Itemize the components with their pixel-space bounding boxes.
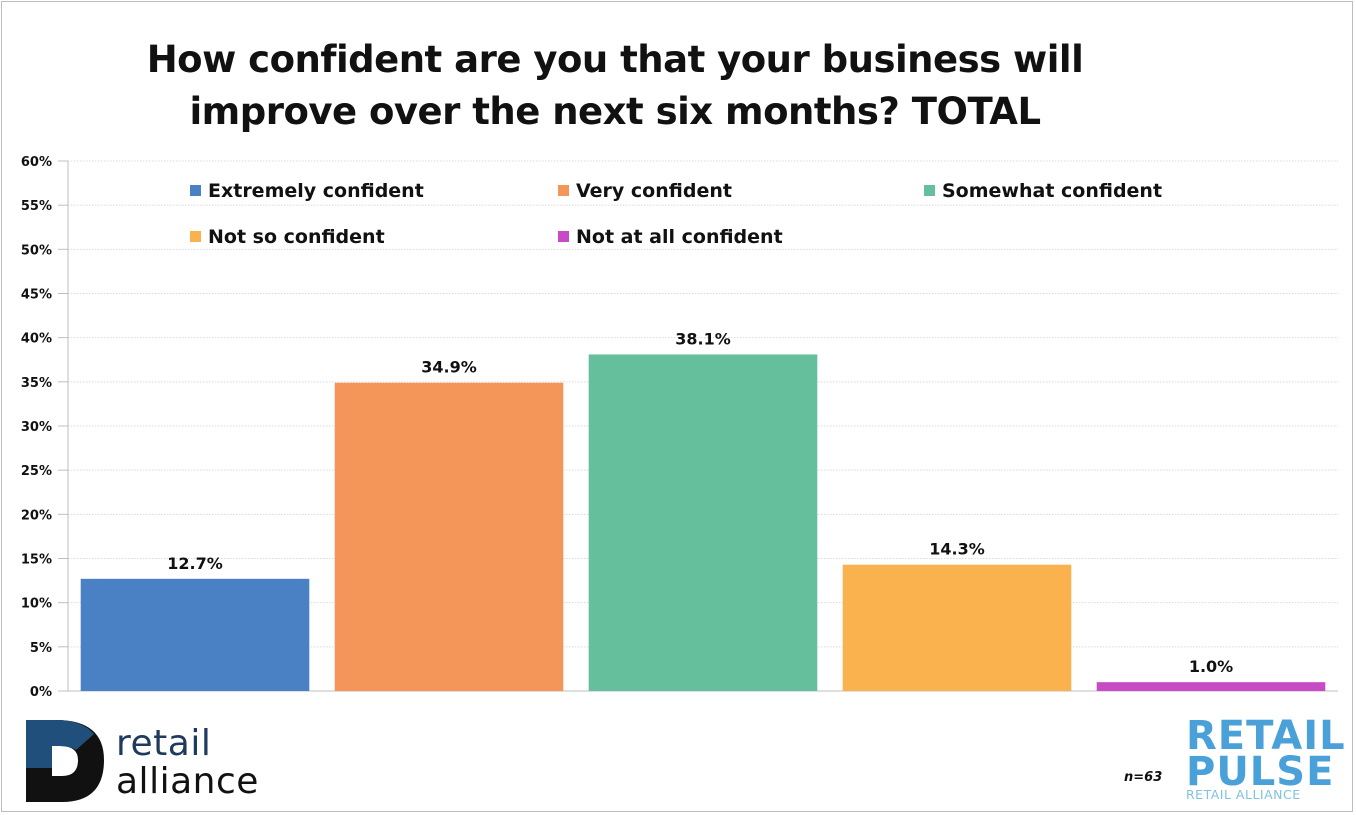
data-label: 38.1% — [675, 329, 731, 348]
y-tick-label: 40% — [21, 332, 52, 347]
y-tick-label: 10% — [21, 597, 52, 612]
y-tick-label: 45% — [21, 288, 52, 303]
y-axis: 0% 5% 10% 15% 20% 25% 30% 35% 40% 45% 50% 55% 60% — [21, 155, 69, 700]
legend-label: Very confident — [576, 180, 732, 202]
chart-title: How confident are you that your business… — [40, 34, 1190, 138]
chart-title-line-2: improve over the next six months? TOTAL — [189, 90, 1041, 133]
retail-pulse-logo-line-1: RETAIL — [1186, 713, 1346, 759]
legend-label: Not at all confident — [576, 226, 783, 248]
y-tick-label: 35% — [21, 376, 52, 391]
bar-not-so-confident — [842, 564, 1072, 691]
retail-alliance-logo-line-1: retail — [116, 723, 212, 764]
data-label: 14.3% — [929, 540, 985, 559]
legend-label: Extremely confident — [208, 180, 424, 202]
bar-very-confident — [334, 382, 564, 691]
data-label: 34.9% — [421, 358, 477, 377]
legend-swatch — [190, 231, 201, 242]
retail-pulse-logo-line-2: PULSE — [1186, 749, 1335, 795]
y-tick-label: 25% — [21, 464, 52, 479]
bar-not-at-all-confident — [1096, 682, 1326, 691]
y-tick-label: 0% — [30, 685, 52, 700]
y-tick-label: 60% — [21, 155, 52, 170]
legend-label: Not so confident — [208, 226, 385, 248]
y-tick-label: 50% — [21, 243, 52, 258]
data-labels: 12.7% 34.9% 38.1% 14.3% 1.0% — [167, 329, 1233, 676]
y-tick-label: 20% — [21, 508, 52, 523]
legend-swatch — [558, 231, 569, 242]
retail-alliance-logo-line-2: alliance — [116, 761, 259, 802]
y-tick-label: 5% — [30, 641, 52, 656]
legend: Extremely confident Very confident Somewha… — [190, 180, 1162, 248]
chart-title-line-1: How confident are you that your business… — [146, 38, 1084, 81]
retail-alliance-logo-icon — [26, 720, 104, 802]
data-label: 1.0% — [1189, 657, 1233, 676]
bar-extremely-confident — [80, 578, 310, 691]
y-tick-label: 15% — [21, 553, 52, 568]
legend-swatch — [558, 185, 569, 196]
y-tick-label: 30% — [21, 420, 52, 435]
y-tick-label: 55% — [21, 199, 52, 214]
legend-swatch — [924, 185, 935, 196]
legend-swatch — [190, 185, 201, 196]
bar-somewhat-confident — [588, 354, 818, 691]
sample-size-note: n=63 — [1124, 770, 1163, 785]
data-label: 12.7% — [167, 554, 223, 573]
bars — [80, 354, 1326, 691]
retail-pulse-logo-line-3: RETAIL ALLIANCE — [1186, 787, 1301, 802]
legend-label: Somewhat confident — [942, 180, 1162, 202]
